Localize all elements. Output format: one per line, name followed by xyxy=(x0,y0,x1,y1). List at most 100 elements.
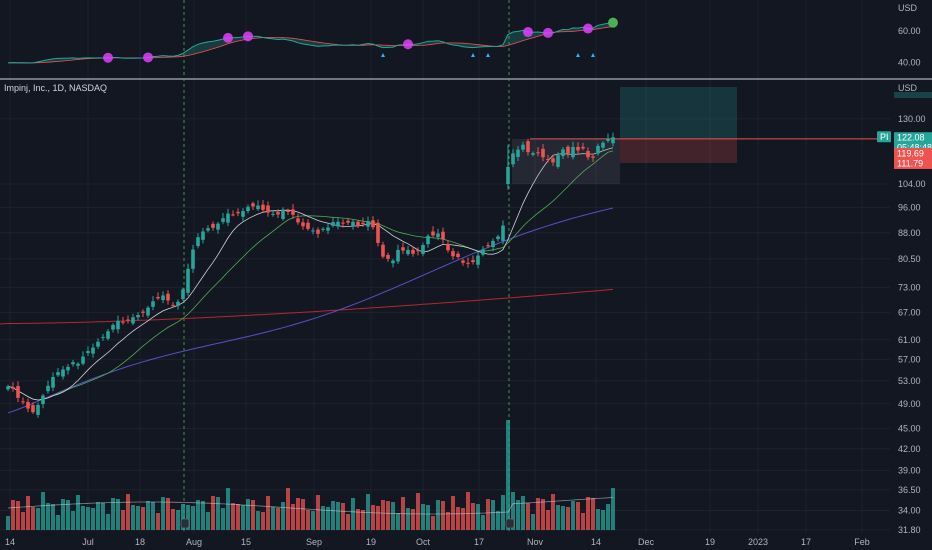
volume-bar xyxy=(266,496,270,530)
triangle-marker xyxy=(576,53,580,57)
volume-bar xyxy=(236,504,240,530)
candle-body xyxy=(221,218,225,222)
volume-bar xyxy=(481,515,485,530)
price-axis-tick-label: 73.00 xyxy=(898,282,921,292)
volume-bar xyxy=(131,505,135,530)
candle-body xyxy=(261,204,265,210)
volume-bar xyxy=(491,500,495,530)
candle-body xyxy=(126,319,130,321)
volume-bar xyxy=(91,508,95,530)
candle-body xyxy=(81,356,85,364)
grid xyxy=(0,0,890,533)
volume-bar xyxy=(136,506,140,530)
volume-bar xyxy=(506,420,510,530)
candle-body xyxy=(591,156,595,158)
volume-bar xyxy=(411,509,415,530)
volume-bar xyxy=(111,498,115,530)
volume-bar xyxy=(176,510,180,530)
price-tag xyxy=(894,132,932,144)
volume-bar xyxy=(101,503,105,530)
candle-body xyxy=(441,231,445,240)
volume-bar xyxy=(86,507,90,530)
volume-bar xyxy=(181,504,185,530)
candle-body xyxy=(51,377,55,388)
candle-body xyxy=(76,363,80,366)
ma-200-line xyxy=(0,288,614,325)
volume-bar xyxy=(576,502,580,530)
price-tag-label: 119.69 xyxy=(897,149,924,159)
volume-bar xyxy=(301,499,305,530)
candle-body xyxy=(266,205,270,213)
rs-new-high-dot xyxy=(583,23,593,34)
volume-bar xyxy=(271,507,275,530)
price-axis-tick-label: 53.00 xyxy=(898,376,921,386)
candle-body xyxy=(186,268,190,293)
candle-body xyxy=(556,155,560,167)
price-tag xyxy=(894,157,932,169)
candle-body xyxy=(181,289,185,300)
volume-bar xyxy=(521,496,525,530)
volume-bar xyxy=(291,504,295,530)
candle-body xyxy=(271,213,275,215)
volume-bar xyxy=(376,506,380,530)
top-currency-label: USD xyxy=(898,3,918,13)
candle-body xyxy=(156,296,160,299)
volume-bar xyxy=(551,494,555,530)
rs-end-dot xyxy=(608,17,618,28)
volume-bar xyxy=(456,507,460,530)
candle-body xyxy=(151,301,155,307)
volume-bar xyxy=(141,507,145,530)
candle-body xyxy=(511,153,515,165)
volume-bar xyxy=(431,516,435,530)
volume-bar xyxy=(156,513,160,530)
ma-10-line xyxy=(7,147,614,401)
volume-bar xyxy=(356,509,360,530)
volume-bar xyxy=(361,510,365,530)
price-axis[interactable]: 60.00 40.00 130.00 104.00 96.00 88.00 80.50 73.… xyxy=(5,26,932,547)
price-axis-tick-label: 57.00 xyxy=(898,355,921,365)
candle-body xyxy=(216,223,220,230)
volume-bar xyxy=(446,512,450,530)
candle-body xyxy=(326,227,330,231)
candle-body xyxy=(281,209,285,219)
candle-body xyxy=(586,151,590,158)
time-axis-tick-label: 15 xyxy=(241,537,251,547)
volume-bar xyxy=(306,510,310,530)
volume-bar xyxy=(201,501,205,530)
volume-bar xyxy=(51,504,55,530)
candle-body xyxy=(36,404,40,415)
time-axis-tick-label: 19 xyxy=(366,537,376,547)
candle-body xyxy=(411,249,415,254)
volume-bar xyxy=(206,512,210,530)
main-currency-label: USD xyxy=(898,83,918,93)
candle-body xyxy=(56,372,60,376)
candle-body xyxy=(46,385,50,392)
candle-body xyxy=(401,247,405,251)
volume-bar xyxy=(286,488,290,530)
candle-body xyxy=(386,254,390,259)
time-axis-tick-label: 17 xyxy=(474,537,484,547)
candle-body xyxy=(496,236,500,240)
candle-body xyxy=(421,245,425,254)
time-axis-tick-label: 17 xyxy=(801,537,811,547)
volume-bar xyxy=(46,503,50,530)
candle-body xyxy=(41,395,45,405)
candle-body xyxy=(551,158,555,163)
volume-bar xyxy=(191,506,195,530)
candle-body xyxy=(286,210,290,213)
volume-bar xyxy=(426,505,430,530)
price-panel[interactable] xyxy=(0,0,890,533)
volume-bar xyxy=(476,504,480,530)
rs-new-high-dot xyxy=(243,31,253,42)
candle-body xyxy=(306,222,310,229)
rs-new-high-dot xyxy=(403,39,413,50)
volume-bar xyxy=(531,514,535,530)
relative-strength-panel[interactable] xyxy=(7,17,618,64)
volume-bar xyxy=(81,506,85,530)
candle-body xyxy=(241,211,245,217)
candle-body xyxy=(226,213,230,223)
candle-body xyxy=(346,220,350,223)
volume-bar xyxy=(396,513,400,530)
